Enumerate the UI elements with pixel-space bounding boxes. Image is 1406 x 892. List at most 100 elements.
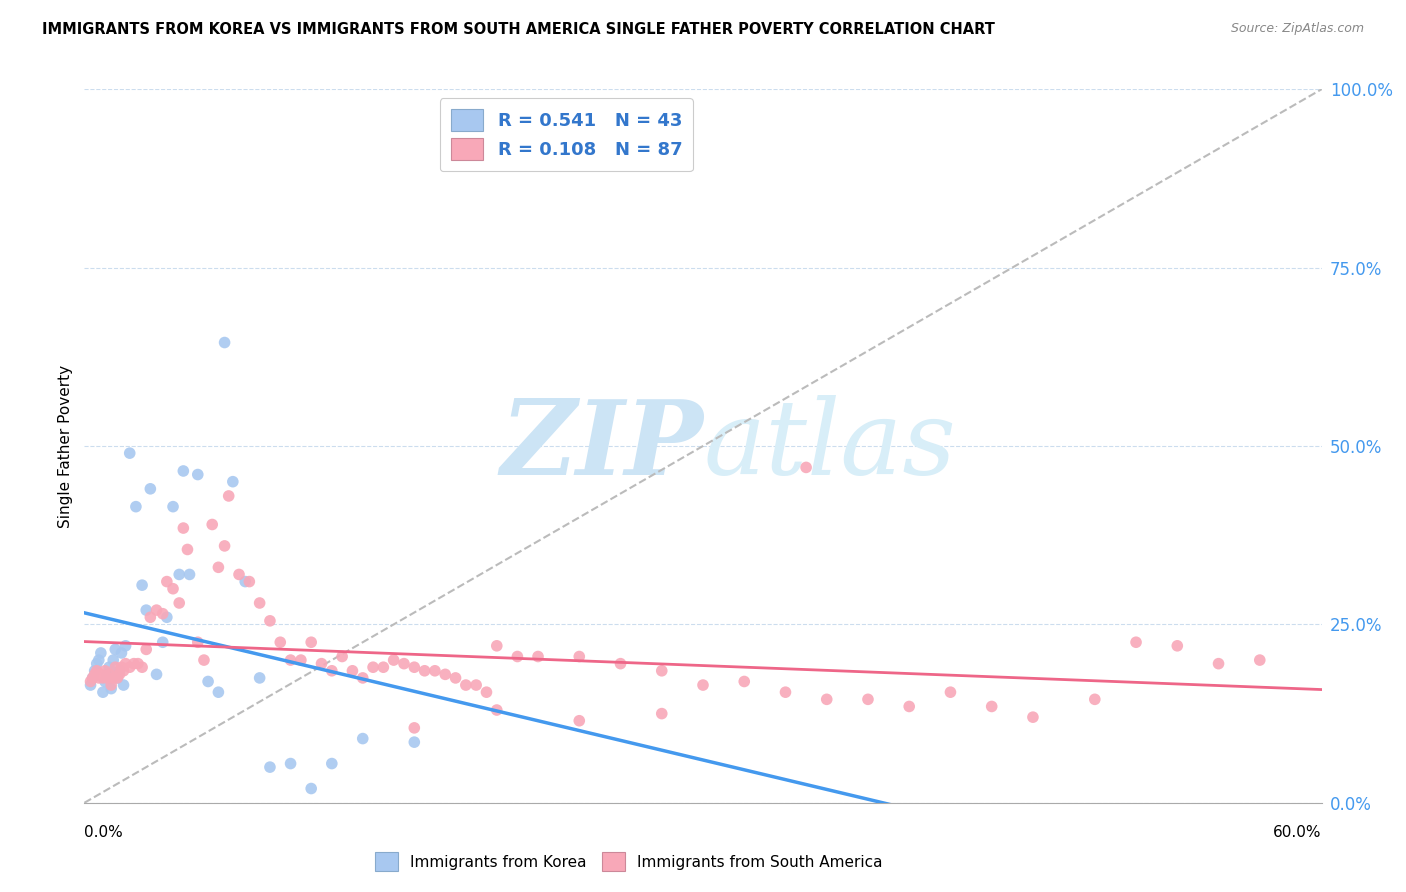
Point [187, 635, 209, 649]
Point [222, 475, 245, 489]
Point [1249, 653, 1271, 667]
Point [108, 667, 131, 681]
Point [87, 671, 110, 685]
Point [733, 674, 755, 689]
Point [1022, 710, 1045, 724]
Point [352, 671, 374, 685]
Point [172, 464, 194, 478]
Point [167, 596, 190, 610]
Point [794, 460, 817, 475]
Point [404, 721, 426, 735]
Point [105, 671, 128, 685]
Point [112, 678, 135, 692]
Point [775, 685, 797, 699]
Text: 0.0%: 0.0% [84, 825, 124, 840]
Point [96, 671, 118, 685]
Point [1166, 639, 1188, 653]
Point [87, 653, 110, 667]
Point [856, 692, 879, 706]
Point [815, 692, 838, 706]
Point [299, 781, 322, 796]
Point [465, 678, 488, 692]
Point [214, 539, 236, 553]
Point [83, 664, 105, 678]
Point [79, 678, 101, 692]
Point [280, 653, 302, 667]
Point [475, 685, 498, 699]
Point [218, 489, 240, 503]
Point [104, 642, 127, 657]
Point [100, 681, 122, 696]
Point [100, 678, 122, 692]
Point [83, 667, 105, 681]
Point [361, 660, 384, 674]
Text: IMMIGRANTS FROM KOREA VS IMMIGRANTS FROM SOUTH AMERICA SINGLE FATHER POVERTY COR: IMMIGRANTS FROM KOREA VS IMMIGRANTS FROM… [42, 22, 995, 37]
Point [135, 642, 157, 657]
Point [131, 578, 153, 592]
Point [193, 653, 215, 667]
Point [110, 646, 132, 660]
Point [197, 674, 219, 689]
Point [568, 714, 591, 728]
Point [108, 664, 131, 678]
Point [105, 671, 128, 685]
Point [233, 574, 256, 589]
Point [382, 653, 405, 667]
Y-axis label: Single Father Poverty: Single Father Poverty [58, 365, 73, 527]
Point [86, 657, 108, 671]
Point [651, 706, 673, 721]
Point [434, 667, 457, 681]
Point [568, 649, 591, 664]
Point [167, 567, 190, 582]
Text: ZIP: ZIP [501, 395, 703, 497]
Point [131, 660, 153, 674]
Point [609, 657, 631, 671]
Point [423, 664, 446, 678]
Point [139, 482, 162, 496]
Point [201, 517, 224, 532]
Point [135, 603, 157, 617]
Point [110, 660, 132, 674]
Point [259, 760, 281, 774]
Point [330, 649, 353, 664]
Point [249, 596, 271, 610]
Point [118, 446, 141, 460]
Point [259, 614, 281, 628]
Point [162, 500, 184, 514]
Point [152, 607, 174, 621]
Point [485, 639, 508, 653]
Point [527, 649, 550, 664]
Point [86, 664, 108, 678]
Point [1084, 692, 1107, 706]
Point [939, 685, 962, 699]
Point [104, 660, 127, 674]
Point [392, 657, 415, 671]
Point [145, 667, 167, 681]
Point [228, 567, 250, 582]
Point [162, 582, 184, 596]
Point [651, 664, 673, 678]
Point [311, 657, 333, 671]
Point [404, 735, 426, 749]
Point [114, 657, 136, 671]
Point [156, 574, 179, 589]
Point [127, 657, 149, 671]
Point [91, 685, 114, 699]
Point [94, 664, 117, 678]
Point [82, 671, 104, 685]
Point [207, 685, 229, 699]
Point [139, 610, 162, 624]
Point [269, 635, 291, 649]
Point [156, 610, 179, 624]
Point [444, 671, 467, 685]
Point [90, 667, 112, 681]
Point [207, 560, 229, 574]
Point [454, 678, 477, 692]
Point [342, 664, 364, 678]
Point [152, 635, 174, 649]
Point [96, 667, 118, 681]
Point [82, 671, 104, 685]
Point [692, 678, 714, 692]
Text: Source: ZipAtlas.com: Source: ZipAtlas.com [1230, 22, 1364, 36]
Point [1125, 635, 1147, 649]
